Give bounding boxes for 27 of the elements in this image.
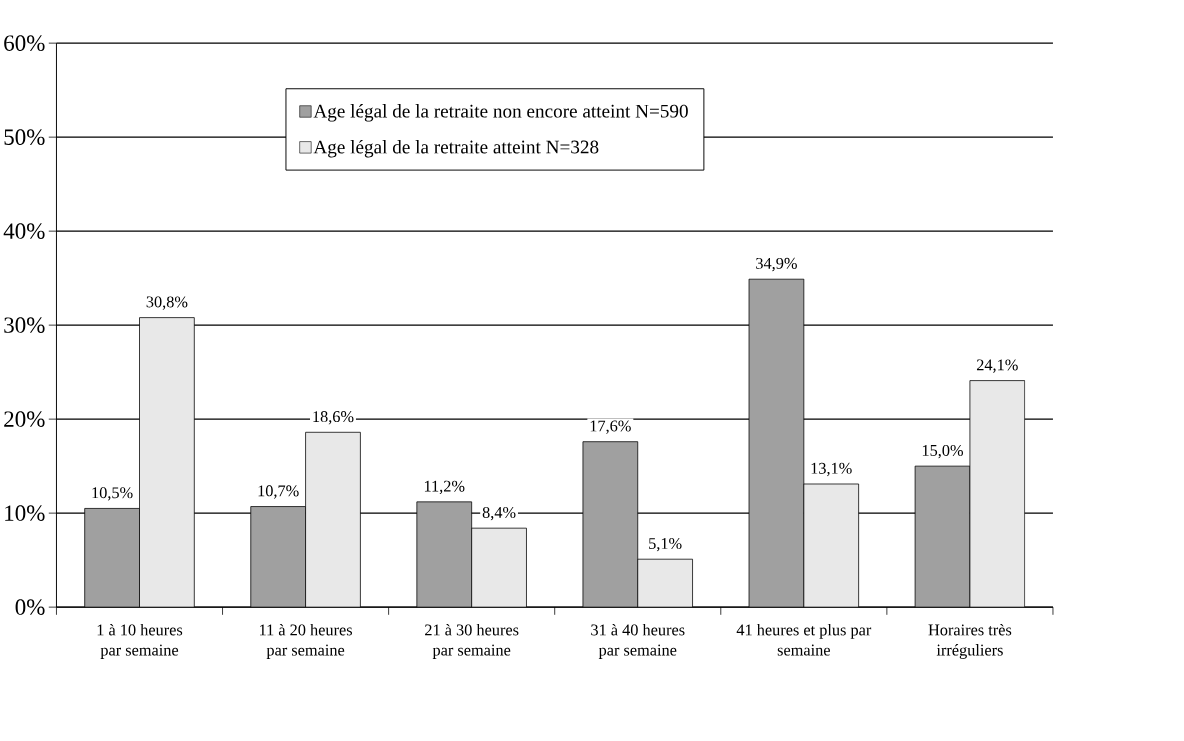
y-tick-label: 20% bbox=[4, 411, 45, 427]
x-tick-label: 11 à 20 heures par semaine bbox=[260, 623, 353, 659]
data-label: 30,8% bbox=[146, 296, 188, 310]
x-tick-label: 21 à 30 heures par semaine bbox=[425, 623, 519, 659]
data-label: 8,4% bbox=[482, 506, 516, 521]
y-tick-label: 30% bbox=[4, 317, 45, 333]
data-label: 5,1% bbox=[649, 537, 682, 552]
y-tick-label: 0% bbox=[15, 599, 45, 615]
y-tick-label: 40% bbox=[3, 223, 45, 239]
x-tick-label: 1 à 10 heures par semaine bbox=[97, 623, 183, 659]
legend-label: Age légal de la retraite atteint N=328 bbox=[313, 139, 599, 158]
data-label: 10,7% bbox=[258, 485, 299, 499]
x-tick-label: Horaires très irréguliers bbox=[928, 623, 1012, 659]
data-label: 24,1% bbox=[976, 359, 1018, 373]
data-label: 34,9% bbox=[756, 257, 797, 272]
x-tick-label: 31 à 40 heures par semaine bbox=[591, 623, 685, 659]
data-label: 13,1% bbox=[811, 462, 852, 476]
data-label: 17,6% bbox=[590, 420, 631, 434]
data-label: 11,2% bbox=[424, 480, 465, 494]
data-label: 18,6% bbox=[313, 410, 354, 425]
legend-label: Age légal de la retraite non encore atteint N=590 bbox=[313, 103, 688, 122]
x-tick-label: 41 heures et plus par semaine bbox=[736, 623, 872, 656]
y-tick-label: 60% bbox=[4, 35, 45, 51]
y-tick-label: 10% bbox=[5, 505, 45, 521]
y-tick-label: 50% bbox=[4, 129, 45, 145]
data-label: 10,5% bbox=[92, 487, 133, 501]
data-label: 15,0% bbox=[922, 444, 964, 459]
